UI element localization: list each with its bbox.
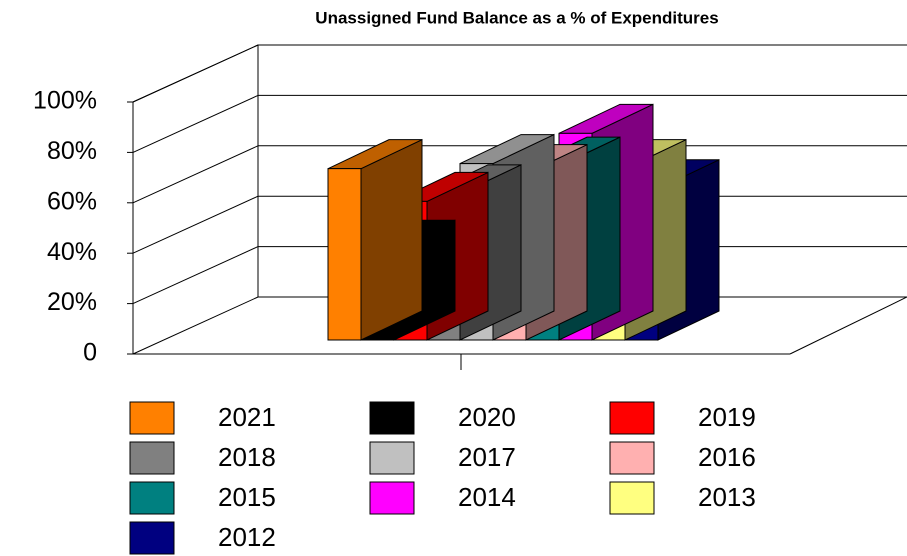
legend-label: 2020 — [458, 402, 516, 432]
legend-swatch — [609, 441, 655, 475]
y-tick-label: 80% — [47, 137, 97, 165]
y-tick-label: 100% — [33, 87, 97, 115]
y-tick-label: 20% — [47, 288, 97, 316]
y-tick-label: 60% — [47, 187, 97, 215]
grid-line — [132, 195, 259, 254]
legend-label: 2019 — [698, 402, 756, 432]
chart-title: Unassigned Fund Balance as a % of Expend… — [315, 8, 718, 27]
y-tick-label: 0 — [83, 339, 97, 367]
grid-line — [132, 94, 259, 153]
grid-line — [132, 145, 259, 204]
legend-swatch — [369, 401, 415, 435]
legend-swatch — [129, 401, 175, 435]
legend-label: 2021 — [218, 402, 276, 432]
legend-swatch — [369, 481, 415, 515]
legend-label: 2013 — [698, 482, 756, 512]
legend-swatch — [609, 481, 655, 515]
legend-label: 2012 — [218, 522, 276, 552]
legend-swatch — [129, 521, 175, 555]
grid-line — [132, 296, 259, 355]
bar-side — [360, 138, 423, 341]
legend-swatch — [129, 441, 175, 475]
legend-swatch — [609, 401, 655, 435]
legend-label: 2017 — [458, 442, 516, 472]
legend-swatch — [369, 441, 415, 475]
grid-line — [132, 246, 259, 305]
y-tick-label: 40% — [47, 238, 97, 266]
legend-label: 2016 — [698, 442, 756, 472]
legend-swatch — [129, 481, 175, 515]
legend-label: 2018 — [218, 442, 276, 472]
legend-label: 2015 — [218, 482, 276, 512]
legend-label: 2014 — [458, 482, 516, 512]
grid-line — [132, 44, 259, 103]
bar — [327, 168, 362, 341]
